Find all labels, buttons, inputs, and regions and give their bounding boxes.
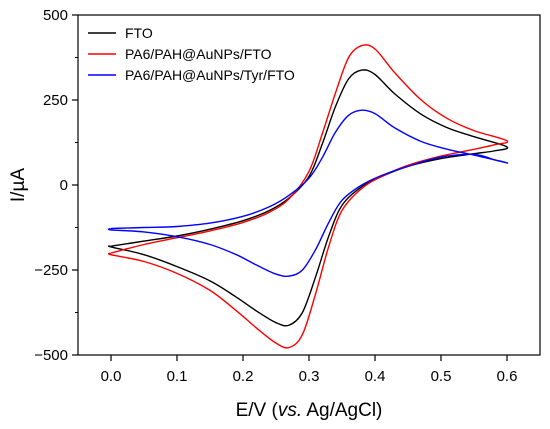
legend: FTO PA6/PAH@AuNPs/FTO PA6/PAH@AuNPs/Tyr/FT… xyxy=(88,25,295,83)
y-tick-label: 500 xyxy=(43,7,68,24)
series-layer xyxy=(107,44,509,349)
legend-label: FTO xyxy=(125,25,153,41)
y-axis-title: I/µA xyxy=(8,168,29,203)
x-tick-label: 0.2 xyxy=(233,368,254,385)
x-tick-label: 0.4 xyxy=(365,368,386,385)
legend-label: PA6/PAH@AuNPs/Tyr/FTO xyxy=(125,67,295,83)
legend-label: PA6/PAH@AuNPs/FTO xyxy=(125,46,272,62)
x-axis-title: E/V (vs. Ag/AgCl) xyxy=(236,400,383,421)
x-tick-label: 0.1 xyxy=(167,368,188,385)
series-line-2 xyxy=(107,44,509,349)
y-tick-label: 250 xyxy=(43,92,68,109)
y-tick-label: 0 xyxy=(60,177,68,194)
x-tick-label: 0.3 xyxy=(299,368,320,385)
x-tick-label: 0.6 xyxy=(497,368,518,385)
y-tick-label: −250 xyxy=(34,262,68,279)
x-tick-label: 0.0 xyxy=(101,368,122,385)
y-axis-ticks: −500 −250 0 250 500 xyxy=(34,7,78,364)
plot-frame xyxy=(77,14,541,356)
x-axis-ticks: 0.0 0.1 0.2 0.3 0.4 0.5 0.6 xyxy=(101,355,518,385)
series-line-1 xyxy=(107,69,509,327)
x-tick-label: 0.5 xyxy=(431,368,452,385)
y-tick-label: −500 xyxy=(34,347,68,364)
series-line-3 xyxy=(107,109,509,278)
